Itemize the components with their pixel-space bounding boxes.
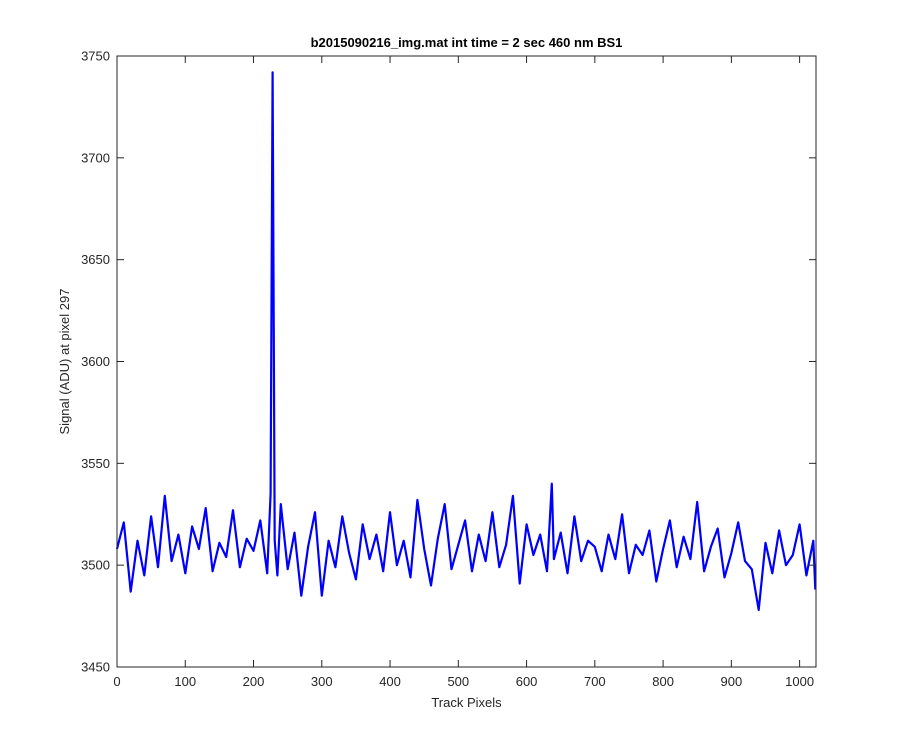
x-tick-label: 1000 xyxy=(785,674,814,689)
series-layer xyxy=(115,71,817,612)
y-tick-label: 3600 xyxy=(81,354,110,369)
x-tick-label: 300 xyxy=(311,674,333,689)
y-tick-label: 3650 xyxy=(81,252,110,267)
y-tick-label: 3550 xyxy=(81,456,110,471)
y-axis-label: Signal (ADU) at pixel 297 xyxy=(57,289,72,435)
plot-area xyxy=(117,56,816,667)
x-tick-label: 100 xyxy=(174,674,196,689)
x-tick-label: 800 xyxy=(652,674,674,689)
x-tick-label: 600 xyxy=(516,674,538,689)
x-tick-label: 900 xyxy=(721,674,743,689)
series-line xyxy=(115,71,817,612)
y-tick-label: 3750 xyxy=(81,49,110,64)
x-tick-label: 700 xyxy=(584,674,606,689)
x-axis-label: Track Pixels xyxy=(431,695,502,710)
x-tick-label: 200 xyxy=(243,674,265,689)
y-tick-label: 3450 xyxy=(81,660,110,675)
x-tick-label: 400 xyxy=(379,674,401,689)
y-tick-label: 3700 xyxy=(81,150,110,165)
ticks-layer: 0 100 200 300 400 500 600 700 800 900 1000 3450 3500… xyxy=(81,49,816,689)
y-tick-label: 3500 xyxy=(81,558,110,573)
chart-title: b2015090216_img.mat int time = 2 sec 460… xyxy=(311,35,623,50)
x-tick-label: 0 xyxy=(113,674,120,689)
x-tick-label: 500 xyxy=(447,674,469,689)
